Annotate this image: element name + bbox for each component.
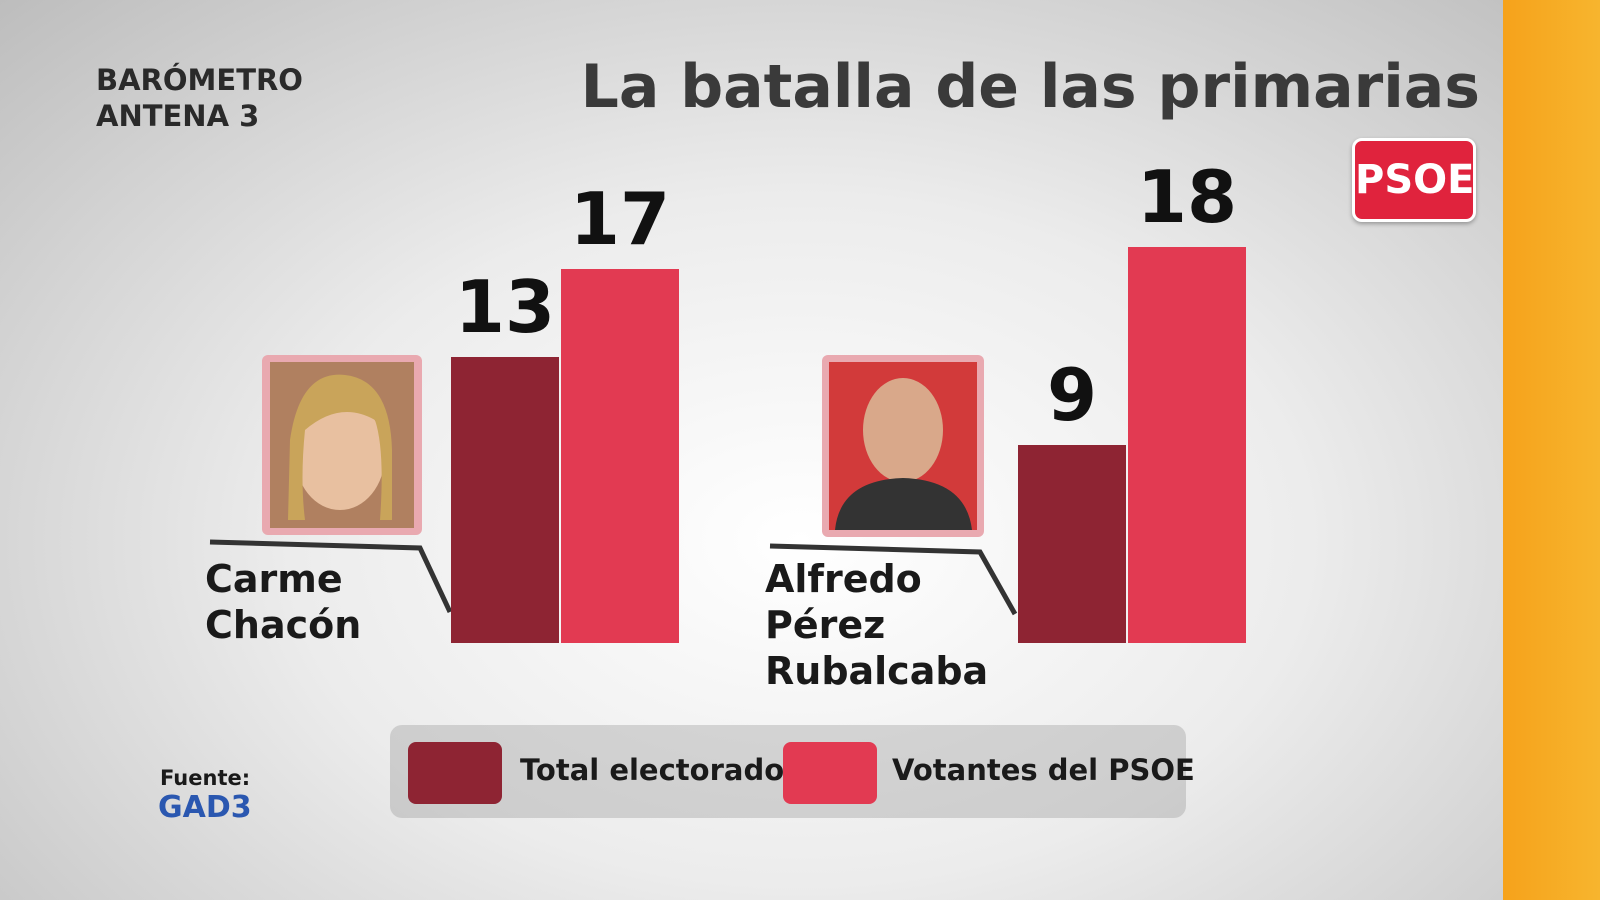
leader-line [209, 539, 453, 614]
legend-swatch [408, 742, 502, 804]
brand: BARÓMETRO ANTENA 3 [96, 63, 303, 133]
legend-label: Total electorado [520, 753, 785, 787]
value-label: 18 [1136, 155, 1238, 239]
value-label: 17 [569, 177, 671, 261]
bar [561, 269, 679, 643]
legend-label: Votantes del PSOE [892, 753, 1195, 787]
legend: Total electorado Votantes del PSOE [390, 725, 1195, 818]
party-logo: PSOE [1352, 138, 1476, 222]
value-label: 9 [1046, 353, 1098, 437]
side-strip [1503, 0, 1600, 900]
value-label: 13 [454, 265, 556, 349]
bar [1018, 445, 1126, 643]
bar [1128, 247, 1246, 643]
photo [262, 355, 422, 535]
chart-title: La batalla de las primarias [580, 52, 1480, 122]
category-label: Carme Chacón [205, 557, 362, 647]
source-label: Fuente: [160, 766, 251, 790]
source: GAD3 [158, 790, 252, 825]
legend-swatch [783, 742, 877, 804]
bar [451, 357, 559, 643]
photo [822, 355, 984, 537]
leader-line [769, 543, 1018, 616]
category-label: Alfredo Pérez Rubalcaba [765, 557, 989, 693]
